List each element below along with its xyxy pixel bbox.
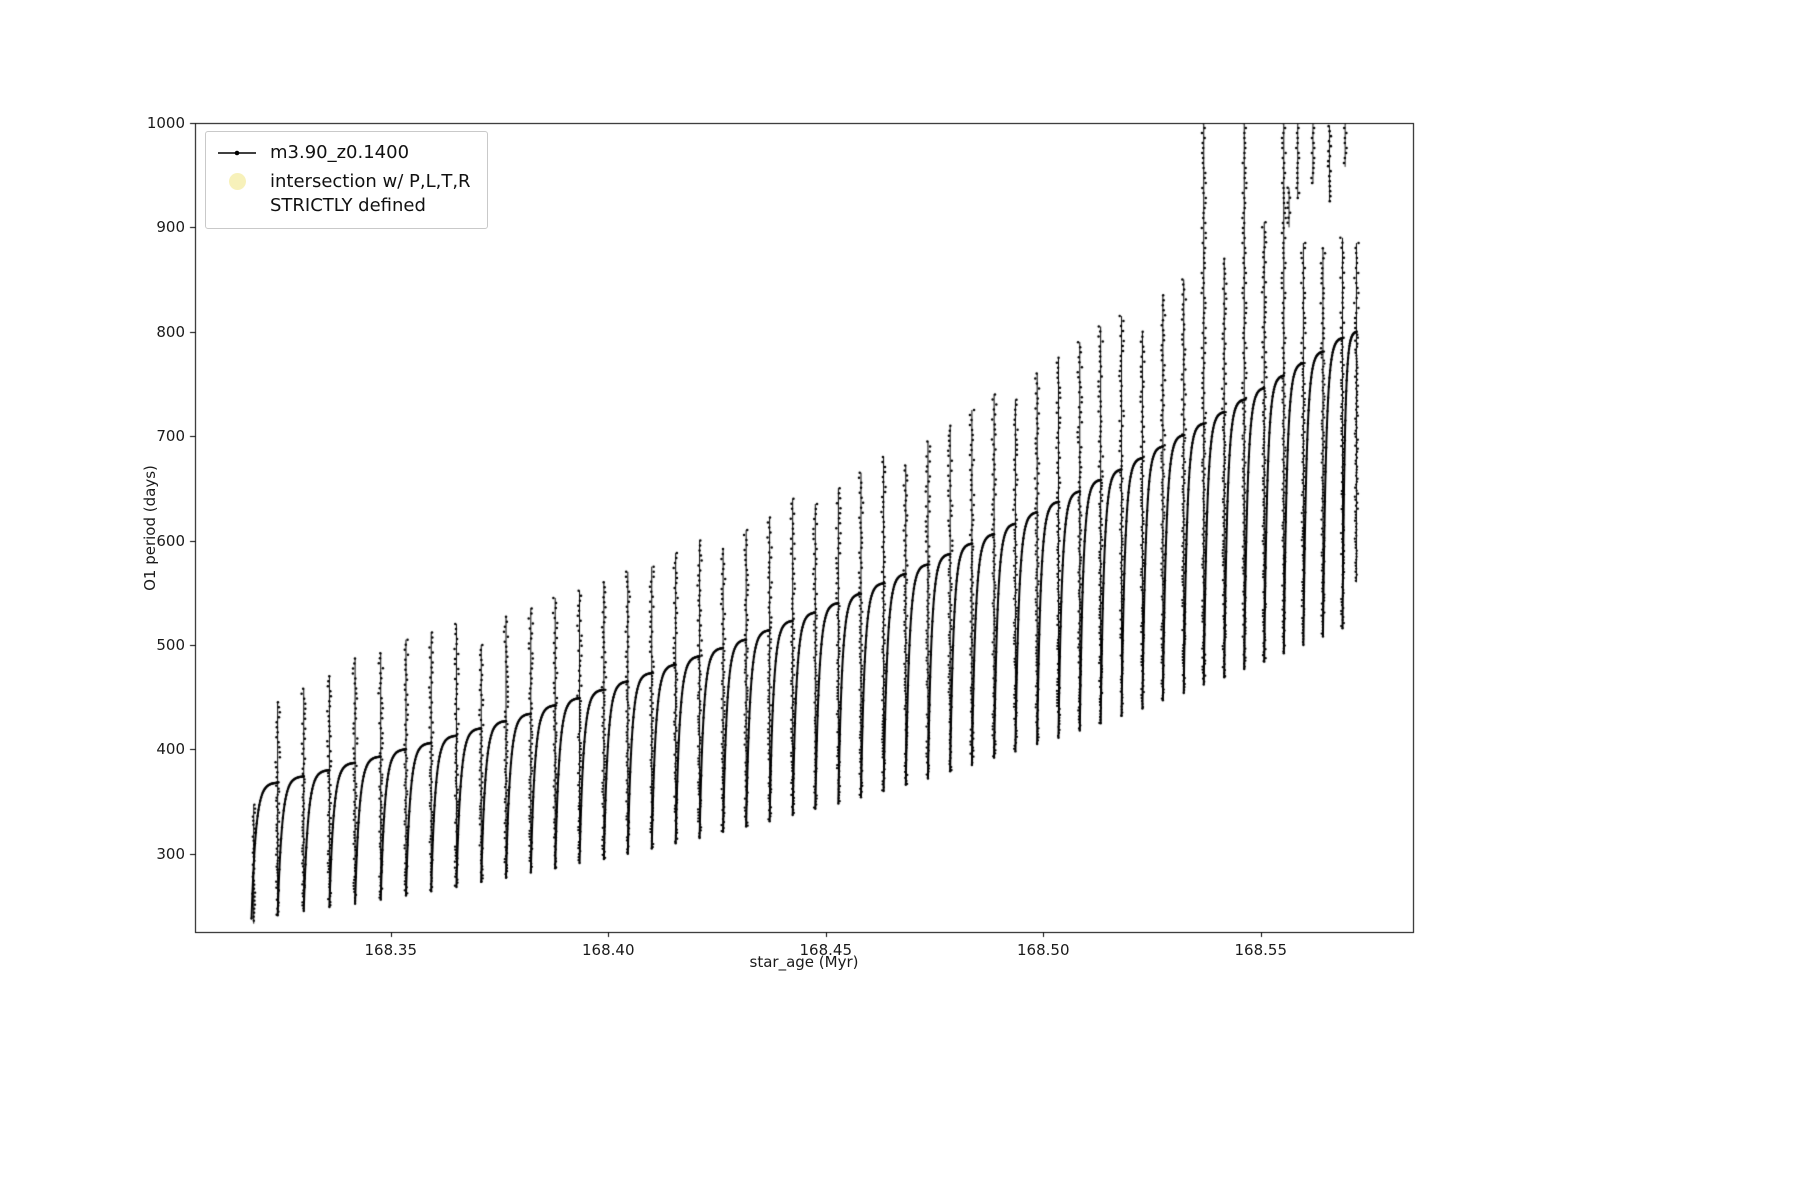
x-tick-label: 168.55: [1234, 941, 1288, 959]
legend-label-series: m3.90_z0.1400: [270, 142, 410, 163]
y-tick-label: 600: [156, 531, 185, 550]
legend-entry-series: m3.90_z0.1400: [216, 141, 471, 165]
y-tick-label: 300: [156, 844, 185, 863]
legend-line-dot-marker: [216, 146, 258, 160]
legend-circle-marker: [216, 170, 258, 190]
y-tick-label: 500: [156, 635, 185, 654]
legend-label-intersection-line2: STRICTLY defined: [270, 195, 426, 216]
y-tick-label: 400: [156, 740, 185, 759]
x-tick-label: 168.35: [364, 941, 418, 959]
y-tick-label: 1000: [146, 114, 185, 132]
legend-label-intersection-line1: intersection w/ P,L,T,R: [270, 171, 471, 192]
x-tick-label: 168.40: [582, 941, 635, 959]
y-tick-label: 700: [156, 427, 185, 446]
y-axis-label: O1 period (days): [141, 465, 159, 591]
legend-entry-intersection: intersection w/ P,L,T,R STRICTLY defined: [216, 170, 471, 218]
x-tick-label: 168.45: [799, 941, 853, 959]
x-tick-label: 168.50: [1017, 941, 1070, 959]
y-tick-label: 900: [156, 218, 185, 237]
legend-label-intersection: intersection w/ P,L,T,R STRICTLY defined: [270, 170, 471, 218]
y-tick-label: 800: [156, 322, 185, 341]
x-axis-label: star_age (Myr): [749, 953, 859, 971]
legend: m3.90_z0.1400 intersection w/ P,L,T,R ST…: [205, 131, 488, 229]
